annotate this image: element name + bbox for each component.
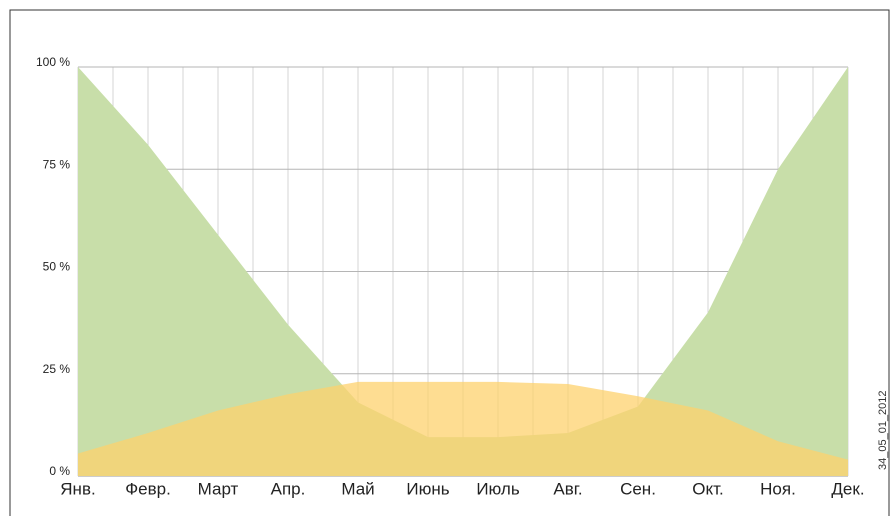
x-tick-label: Окт. <box>692 479 723 498</box>
x-tick-label: Дек. <box>831 479 864 498</box>
x-tick-label: Сен. <box>620 479 656 498</box>
y-tick-label: 100 % <box>36 55 70 69</box>
annotation: 34_05_01_2012 <box>877 390 889 470</box>
y-tick-label: 50 % <box>43 260 71 274</box>
x-tick-label: Май <box>341 479 374 498</box>
x-tick-label: Апр. <box>271 479 306 498</box>
x-tick-label: Март <box>198 479 239 498</box>
x-tick-label: Авг. <box>553 479 582 498</box>
areas <box>78 67 848 476</box>
y-tick-label: 75 % <box>43 157 71 171</box>
x-tick-label: Янв. <box>60 479 95 498</box>
y-tick-label: 25 % <box>43 362 71 376</box>
x-tick-label: Июнь <box>406 479 449 498</box>
labels: 0 % 25 % 50 % 75 % 100 % Янв. Февр. Март Апр. Май… <box>36 55 865 498</box>
area <box>78 381 848 476</box>
y-tick-label: 0 % <box>49 464 70 478</box>
area <box>78 67 848 476</box>
x-tick-label: Февр. <box>125 479 171 498</box>
x-tick-label: Ноя. <box>760 479 796 498</box>
frame <box>9 9 890 516</box>
x-tick-label: Июль <box>476 479 520 498</box>
